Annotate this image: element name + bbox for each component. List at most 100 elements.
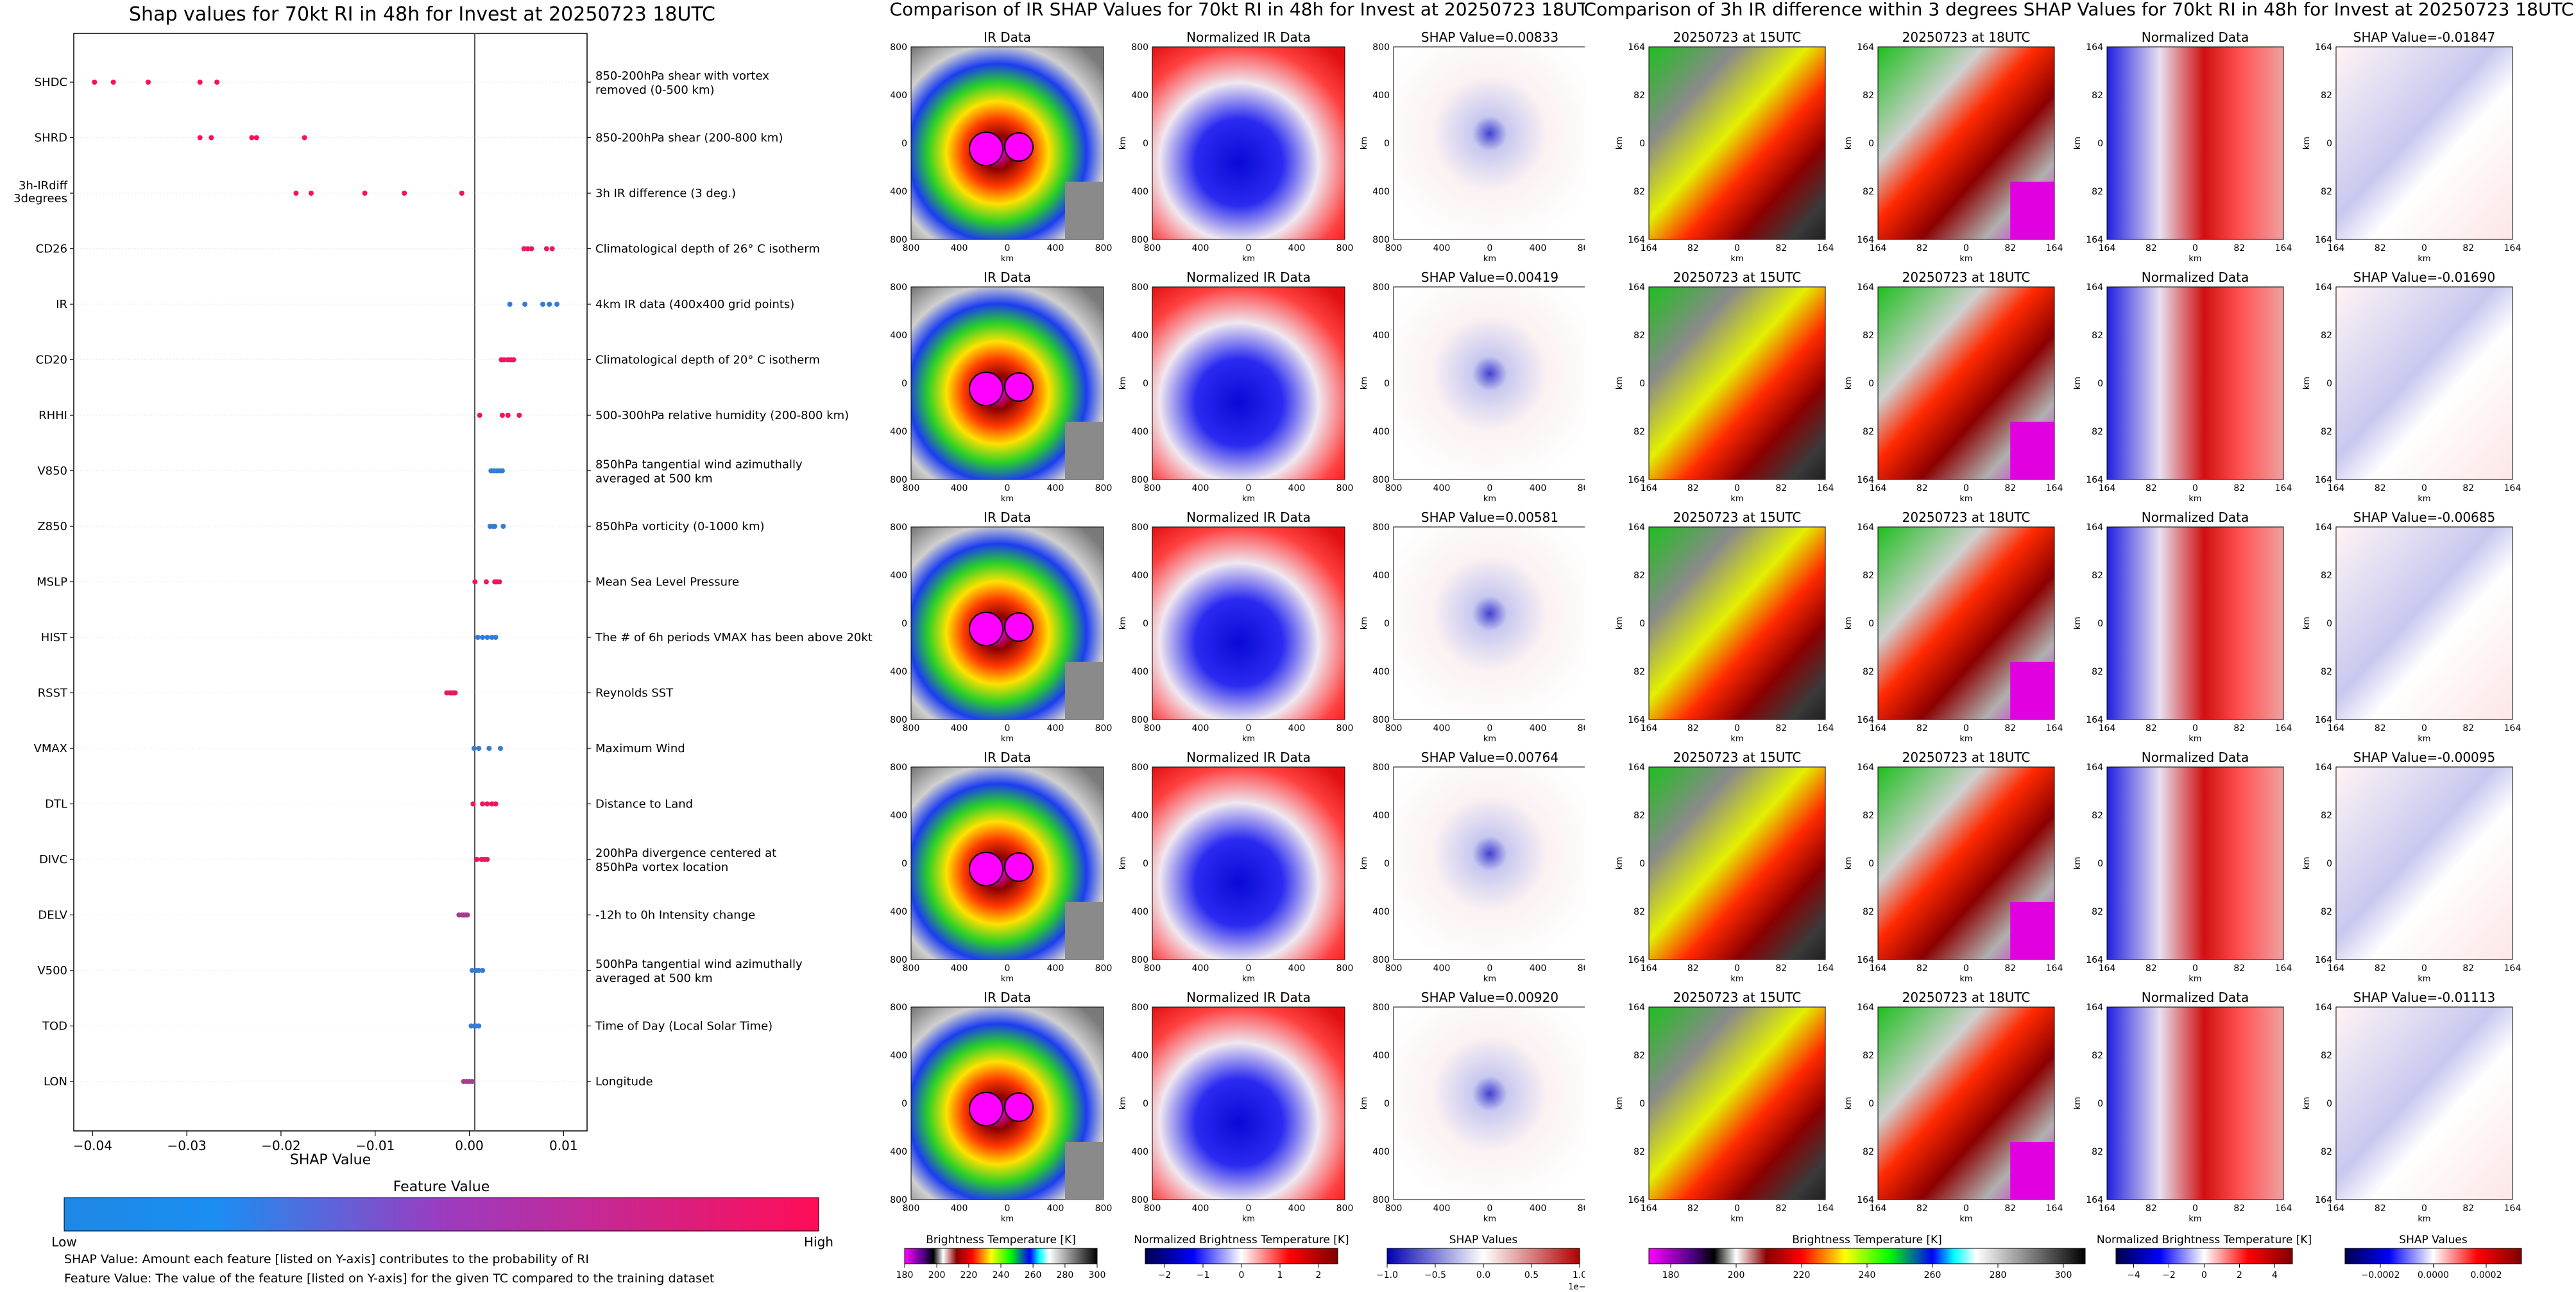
y-tick-label: 800 xyxy=(890,1195,907,1205)
y-tick-label: 164 xyxy=(1857,282,1874,293)
y-tick-label: 800 xyxy=(1131,1195,1148,1205)
y-axis-label: km xyxy=(885,617,887,630)
feature-description: Reynolds SST xyxy=(595,687,674,700)
colorbar-tick-label: 240 xyxy=(1859,1270,1876,1280)
x-tick-label: 0 xyxy=(1246,963,1252,974)
colorbar-3: SHAP Values −1.0 −0.5 0.0 0.5 1.0 1e−5 xyxy=(1376,1234,1591,1292)
y-axis-label: km xyxy=(1360,617,1369,630)
y-tick-label: 400 xyxy=(1372,811,1390,821)
diff-shap-image xyxy=(2335,46,2513,240)
x-tick-label: 164 xyxy=(2099,243,2116,254)
ir-diff-section: Comparison of 3h IR difference within 3 … xyxy=(1584,0,2576,1289)
y-tick-label: 0 xyxy=(1868,619,1874,629)
y-tick-label: 164 xyxy=(2315,42,2332,53)
feature-row-rsst: RSST Reynolds SST xyxy=(38,687,674,700)
x-tick-label: 82 xyxy=(2145,483,2157,494)
feature-row-v500: V500 500hPa tangential wind azimuthally av… xyxy=(37,958,803,985)
colorbar-tick-label: 200 xyxy=(928,1270,946,1280)
y-tick-label: 82 xyxy=(1633,331,1645,341)
x-tick-label: 82 xyxy=(2233,243,2245,254)
x-tick-label: 82 xyxy=(2462,723,2474,734)
panel-title: 20250723 at 15UTC xyxy=(1673,510,1802,525)
shap-note-2: Feature Value: The value of the feature … xyxy=(64,1271,714,1286)
colorbar-ramp xyxy=(2344,1248,2522,1264)
colorbar-title: Brightness Temperature [K] xyxy=(926,1234,1075,1246)
y-tick-label: 0 xyxy=(1384,619,1390,629)
cloud-free-area xyxy=(1065,182,1104,239)
normalized-diff-image xyxy=(2106,526,2284,720)
y-tick-label: 0 xyxy=(901,619,907,629)
y-axis-label: km xyxy=(2302,857,2312,870)
y-tick-label: 0 xyxy=(1384,379,1390,389)
shap-point xyxy=(484,801,490,807)
colorbar-tick-label: 300 xyxy=(2055,1270,2072,1280)
x-tick-label: 800 xyxy=(1095,723,1113,734)
feature-name-label: RHHI xyxy=(38,409,67,422)
x-tick-label: 164 xyxy=(2046,723,2063,734)
x-tick-label: 82 xyxy=(2004,963,2016,974)
feature-row-tod: TOD Time of Day (Local Solar Time) xyxy=(42,1020,772,1033)
y-tick-label: 82 xyxy=(2321,907,2332,917)
y-tick-label: 800 xyxy=(890,1003,907,1013)
shap-point xyxy=(362,191,368,196)
y-tick-label: 164 xyxy=(2315,762,2332,773)
feature-row-ir: IR 4km IR data (400x400 grid points) xyxy=(56,298,794,311)
panel-title: SHAP Value=0.00920 xyxy=(1421,990,1558,1005)
x-tick-label: 82 xyxy=(2145,963,2157,974)
x-tick-label: 164 xyxy=(1870,1203,1887,1214)
x-tick-label: 400 xyxy=(1433,723,1451,734)
storm-core-west xyxy=(969,1092,1003,1126)
x-tick-label: 400 xyxy=(1530,243,1547,254)
x-tick-label: 800 xyxy=(1095,1203,1113,1214)
y-tick-label: 400 xyxy=(1372,907,1390,917)
shap-point xyxy=(476,746,482,751)
x-tick-label: 82 xyxy=(1775,483,1787,494)
x-tick-label: 0 xyxy=(1487,483,1493,494)
feature-name-label: DELV xyxy=(38,909,67,922)
shap-point xyxy=(308,191,314,196)
x-tick-label: 82 xyxy=(1687,963,1699,974)
y-tick-label: 82 xyxy=(1633,1051,1645,1061)
ir-diff-figure: Comparison of 3h IR difference within 3 … xyxy=(1584,0,2574,1280)
y-tick-label: 0 xyxy=(1143,1099,1148,1109)
y-tick-label: 800 xyxy=(1131,475,1148,485)
y-tick-label: 400 xyxy=(890,427,907,437)
y-tick-label: 164 xyxy=(1857,475,1874,485)
colorbar-tick-label: 1.0 xyxy=(1573,1270,1585,1280)
x-tick-label: 800 xyxy=(1336,963,1354,974)
cold-cloud-area xyxy=(2010,902,2054,960)
x-tick-label: 82 xyxy=(1916,1203,1928,1214)
y-tick-label: 82 xyxy=(2321,811,2332,821)
colorbar-tick-label: 4 xyxy=(2272,1270,2278,1280)
feature-description: Time of Day (Local Solar Time) xyxy=(595,1020,772,1033)
panel-title: 20250723 at 18UTC xyxy=(1902,510,2031,525)
storm-core-east xyxy=(1004,372,1034,402)
panel-title: SHAP Value=0.00419 xyxy=(1421,270,1558,285)
y-tick-label: 800 xyxy=(890,762,907,773)
y-tick-label: 82 xyxy=(2321,331,2332,341)
y-tick-label: 82 xyxy=(1633,1147,1645,1157)
y-tick-label: 164 xyxy=(2086,235,2103,245)
y-axis-label: km xyxy=(1844,137,1854,150)
colorbar-tick-label: 220 xyxy=(960,1270,978,1280)
diff-shap-image xyxy=(2335,1006,2513,1200)
y-tick-label: 82 xyxy=(1863,427,1874,437)
y-tick-label: 164 xyxy=(1857,235,1874,245)
shap-point xyxy=(483,579,489,585)
storm-core-east xyxy=(1004,852,1034,882)
ir-15utc-image xyxy=(1648,526,1826,720)
feature-name-label: DTL xyxy=(45,798,67,811)
y-tick-label: 400 xyxy=(890,1051,907,1061)
shap-point xyxy=(480,968,486,973)
ir-shap-image xyxy=(1393,526,1587,720)
x-axis-label: km xyxy=(1959,254,1972,264)
shap-point xyxy=(500,524,506,529)
